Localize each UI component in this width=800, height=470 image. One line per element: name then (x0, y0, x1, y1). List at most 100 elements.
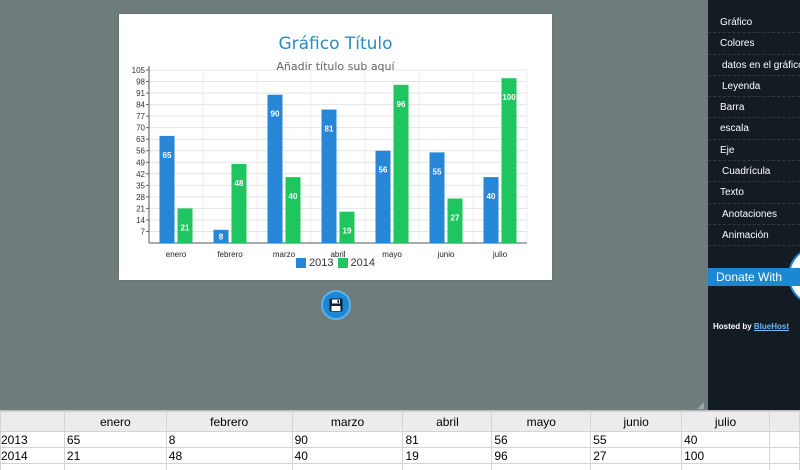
data-cell[interactable] (768, 463, 800, 470)
data-cell[interactable] (590, 463, 683, 470)
legend-label: 2014 (350, 257, 375, 269)
data-grid[interactable]: enero febrero marzo abril mayo junio julio 2013… (0, 410, 800, 470)
data-label: 21 (181, 223, 190, 232)
data-cell[interactable]: 56 (491, 431, 592, 448)
data-label: 48 (235, 179, 244, 188)
data-cell[interactable]: 96 (491, 447, 592, 464)
data-cell[interactable] (768, 431, 800, 448)
table-row (0, 463, 800, 470)
y-tick-label: 105 (132, 66, 146, 75)
legend-item[interactable]: 2013 (296, 257, 334, 269)
sidebar-menu: Gráfico Colores datos en el gráfico Leyenda… (708, 0, 800, 247)
data-cell[interactable] (768, 447, 800, 464)
x-category-label: marzo (273, 250, 296, 259)
data-cell[interactable]: 40 (291, 447, 404, 464)
sidebar-item[interactable]: Leyenda (708, 76, 800, 98)
bar-2014-abril (339, 211, 355, 243)
row-header-cell[interactable] (0, 463, 65, 470)
sidebar-item[interactable]: Animación (708, 225, 800, 247)
row-header-cell[interactable]: 2014 (0, 447, 65, 464)
y-tick-label: 91 (136, 89, 145, 98)
resize-grip-icon[interactable]: ◢ (697, 400, 704, 410)
column-header[interactable]: febrero (165, 411, 293, 432)
data-cell[interactable]: 55 (590, 431, 683, 448)
column-header[interactable] (768, 411, 800, 432)
x-category-label: julio (492, 250, 508, 259)
data-label: 40 (289, 192, 298, 201)
column-header[interactable] (0, 411, 65, 432)
data-cell[interactable] (681, 463, 770, 470)
y-tick-label: 56 (136, 147, 145, 156)
y-tick-label: 63 (136, 135, 145, 144)
bar-2014-mayo (393, 84, 409, 243)
x-category-label: mayo (382, 250, 402, 259)
data-label: 96 (397, 100, 406, 109)
column-header[interactable]: julio (681, 411, 770, 432)
column-header[interactable]: junio (590, 411, 683, 432)
bluehost-link[interactable]: BlueHost (753, 322, 790, 331)
bar-2013-junio (429, 152, 445, 243)
x-category-label: febrero (217, 250, 243, 259)
data-cell[interactable] (165, 463, 293, 470)
sidebar-item[interactable]: Barra (708, 97, 800, 119)
data-table[interactable]: enero febrero marzo abril mayo junio julio 2013… (0, 411, 800, 470)
bar-2013-febrero (213, 229, 229, 243)
column-header[interactable]: marzo (291, 411, 404, 432)
column-header[interactable]: mayo (491, 411, 592, 432)
chart-legend: 2013 2014 (119, 257, 552, 271)
data-cell[interactable]: 100 (681, 447, 770, 464)
data-cell[interactable]: 81 (402, 431, 493, 448)
sidebar-item[interactable]: Anotaciones (708, 204, 800, 225)
data-cell[interactable]: 40 (681, 431, 770, 448)
table-header-row: enero febrero marzo abril mayo junio julio (0, 411, 800, 432)
data-cell[interactable] (491, 463, 592, 470)
column-header[interactable]: abril (402, 411, 493, 432)
y-tick-label: 84 (136, 101, 145, 110)
legend-item[interactable]: 2014 (337, 257, 375, 269)
data-cell[interactable]: 48 (165, 447, 293, 464)
column-header[interactable]: enero (63, 411, 167, 432)
data-label: 56 (379, 166, 388, 175)
data-cell[interactable] (63, 463, 167, 470)
table-row: 2013 65 8 90 81 56 55 40 (0, 431, 800, 448)
bar-2013-julio (483, 177, 499, 243)
data-cell[interactable]: 90 (291, 431, 404, 448)
y-tick-label: 35 (136, 181, 145, 190)
sidebar-item[interactable]: Eje (708, 140, 800, 162)
x-category-label: enero (166, 250, 187, 259)
data-cell[interactable]: 65 (63, 431, 167, 448)
data-label: 81 (325, 125, 334, 134)
data-label: 40 (487, 192, 496, 201)
row-header-cell[interactable]: 2013 (0, 431, 65, 448)
data-label: 27 (451, 214, 460, 223)
y-tick-label: 42 (136, 170, 145, 179)
sidebar-item[interactable]: Texto (708, 182, 800, 204)
bar-2014-enero (177, 208, 193, 243)
data-cell[interactable]: 21 (63, 447, 167, 464)
data-cell[interactable]: 19 (402, 447, 493, 464)
data-label: 100 (502, 93, 516, 102)
sidebar-item[interactable]: Cuadrícula (708, 161, 800, 183)
sidebar-item[interactable]: datos en el gráfico (708, 55, 800, 76)
y-tick-label: 77 (136, 112, 145, 121)
data-cell[interactable] (291, 463, 404, 470)
y-tick-label: 7 (141, 227, 146, 236)
bar-2013-marzo (267, 94, 283, 243)
bar-2014-julio (501, 78, 517, 243)
sidebar-item[interactable]: Gráfico (708, 12, 800, 34)
sidebar-item[interactable]: Colores (708, 33, 800, 55)
donate-button[interactable]: Donate With (708, 268, 800, 286)
bar-2014-junio (447, 198, 463, 243)
bar-2014-febrero (231, 163, 247, 243)
bar-2013-enero (159, 135, 175, 243)
chart-card: 7 14 21 28 35 42 49 56 63 70 77 84 91 98 105 enero 65 21 f… (119, 14, 552, 280)
data-cell[interactable] (402, 463, 493, 470)
y-tick-label: 49 (136, 158, 145, 167)
chart-subtitle: Añadir título sub aquí (276, 60, 395, 73)
save-button[interactable] (321, 290, 351, 320)
data-cell[interactable]: 27 (590, 447, 683, 464)
data-label: 55 (433, 167, 442, 176)
y-tick-label: 14 (136, 216, 145, 225)
sidebar-item[interactable]: escala (708, 118, 800, 140)
data-cell[interactable]: 8 (165, 431, 293, 448)
